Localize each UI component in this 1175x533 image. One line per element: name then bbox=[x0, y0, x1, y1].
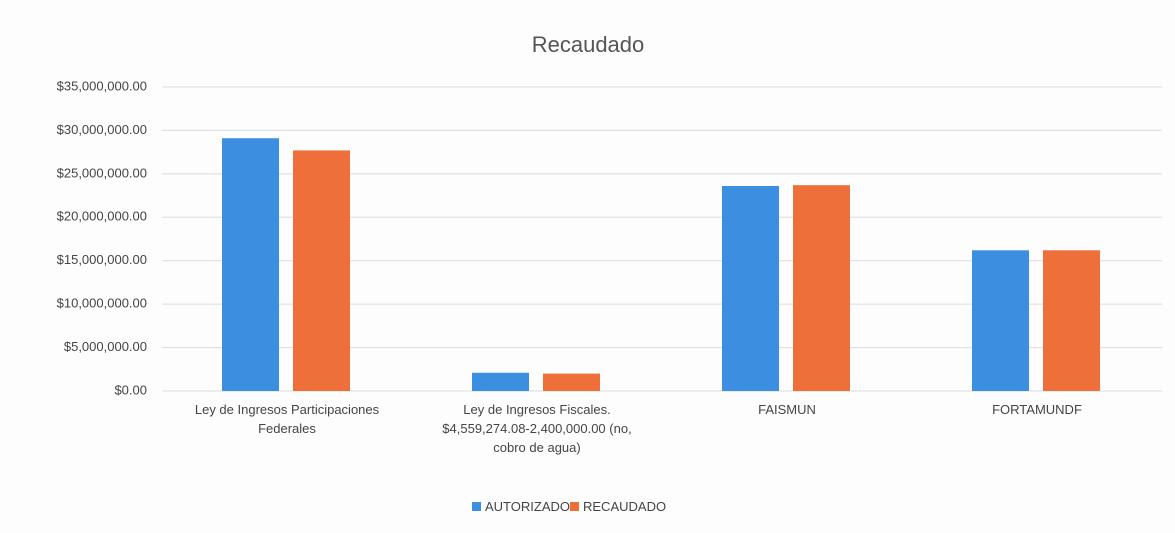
bar bbox=[972, 250, 1029, 391]
legend-label: RECAUDADO bbox=[583, 499, 667, 514]
bar bbox=[793, 185, 850, 391]
y-tick-label: $20,000,000.00 bbox=[57, 209, 147, 224]
legend-item: AUTORIZADO bbox=[472, 499, 570, 514]
bar bbox=[722, 186, 779, 391]
bar bbox=[222, 138, 279, 391]
bar bbox=[472, 372, 529, 391]
legend-swatch bbox=[472, 502, 481, 511]
y-tick-label: $15,000,000.00 bbox=[57, 252, 147, 267]
x-tick-label: Ley de Ingresos Fiscales. $4,559,274.08-… bbox=[442, 402, 632, 455]
x-tick-label: FORTAMUNDF bbox=[992, 402, 1082, 417]
y-tick-label: $25,000,000.00 bbox=[57, 165, 147, 180]
bar bbox=[293, 150, 350, 391]
y-tick-label: $0.00 bbox=[114, 382, 147, 397]
x-tick-label: FAISMUN bbox=[758, 402, 816, 417]
y-tick-label: $5,000,000.00 bbox=[64, 339, 147, 354]
y-tick-label: $35,000,000.00 bbox=[57, 78, 147, 93]
legend-label: AUTORIZADO bbox=[485, 499, 570, 514]
legend-item: RECAUDADO bbox=[570, 499, 666, 514]
y-tick-label: $30,000,000.00 bbox=[57, 122, 147, 137]
chart-title: Recaudado bbox=[532, 32, 645, 57]
x-tick-label: Ley de Ingresos Participaciones Federale… bbox=[194, 402, 380, 436]
legend-swatch bbox=[570, 502, 579, 511]
bar bbox=[543, 373, 600, 391]
y-tick-label: $10,000,000.00 bbox=[57, 296, 147, 311]
bar bbox=[1043, 250, 1100, 391]
